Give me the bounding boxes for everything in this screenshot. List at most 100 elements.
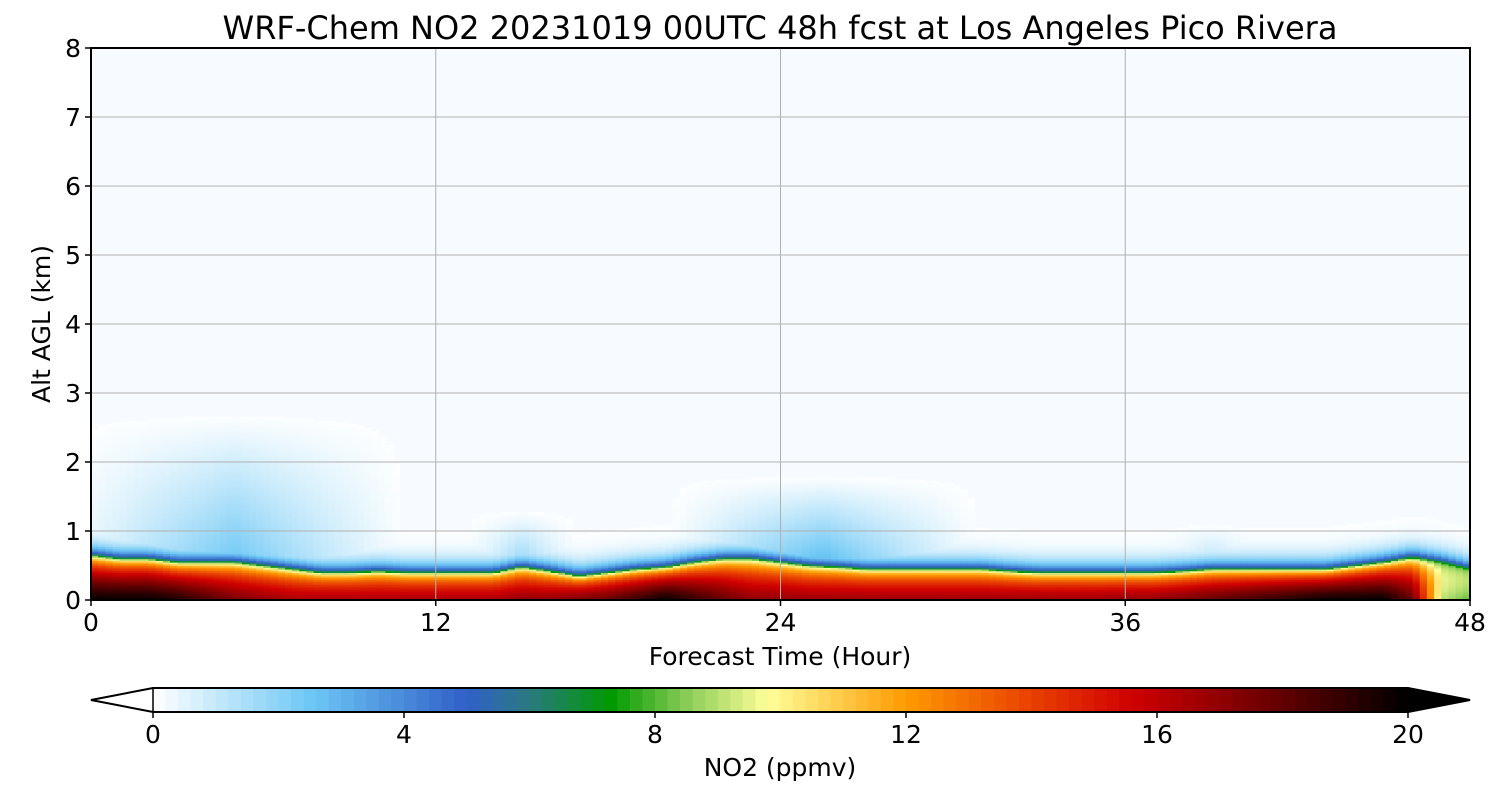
heatmap-cell: [119, 536, 128, 539]
heatmap-cell: [241, 593, 250, 596]
heatmap-cell: [342, 543, 351, 546]
heatmap-cell: [227, 532, 236, 536]
heatmap-cell: [177, 475, 185, 479]
heatmap-cell: [213, 486, 221, 489]
heatmap-cell: [170, 437, 178, 441]
heatmap-cell: [162, 448, 171, 451]
heatmap-cell: [306, 422, 315, 425]
heatmap-cell: [349, 424, 358, 427]
heatmap-cell: [148, 456, 157, 460]
heatmap-cell: [191, 587, 200, 591]
heatmap-cell: [155, 520, 164, 523]
heatmap-cell: [177, 446, 185, 449]
heatmap-cell: [414, 555, 422, 558]
heatmap-cell: [263, 527, 272, 530]
heatmap-cell: [464, 574, 473, 577]
heatmap-cell: [256, 534, 264, 537]
heatmap-cell: [299, 527, 308, 530]
heatmap-cell: [371, 563, 379, 567]
heatmap-cell: [126, 534, 135, 537]
heatmap-cell: [349, 510, 358, 513]
heatmap-cell: [342, 579, 351, 582]
heatmap-cell: [177, 503, 185, 506]
heatmap-cell: [220, 467, 229, 470]
heatmap-cell: [220, 574, 229, 577]
heatmap-cell: [162, 508, 171, 511]
heatmap-cell: [349, 544, 358, 548]
heatmap-cell: [205, 556, 214, 560]
heatmap-cell: [378, 593, 387, 596]
heatmap-cell: [198, 579, 207, 582]
heatmap-cell: [284, 568, 293, 572]
heatmap-cell: [284, 510, 293, 513]
heatmap-cell: [270, 498, 279, 501]
heatmap-cell: [213, 489, 221, 492]
heatmap-cell: [284, 524, 293, 527]
heatmap-cell: [292, 449, 300, 453]
heatmap-cell: [328, 512, 336, 515]
heatmap-cell: [256, 484, 264, 487]
heatmap-cell: [457, 531, 466, 534]
heatmap-cell: [91, 479, 99, 482]
heatmap-cell: [478, 529, 487, 532]
heatmap-cell: [328, 587, 336, 591]
heatmap-cell: [155, 505, 164, 508]
heatmap-cell: [277, 446, 286, 449]
heatmap-cell: [335, 581, 343, 584]
heatmap-cell: [284, 565, 293, 568]
heatmap-cell: [126, 453, 135, 456]
heatmap-cell: [371, 503, 379, 506]
heatmap-cell: [284, 556, 293, 560]
heatmap-cell: [356, 477, 365, 480]
heatmap-cell: [220, 513, 229, 517]
heatmap-cell: [263, 491, 272, 494]
heatmap-cell: [220, 529, 229, 532]
heatmap-cell: [263, 494, 272, 498]
heatmap-cell: [306, 448, 315, 451]
heatmap-cell: [478, 570, 487, 573]
heatmap-cell: [392, 556, 401, 560]
heatmap-cell: [249, 484, 257, 487]
heatmap-cell: [148, 546, 157, 549]
heatmap-cell: [249, 453, 257, 456]
heatmap-cell: [134, 449, 142, 453]
heatmap-cell: [471, 544, 480, 548]
heatmap-cell: [407, 548, 415, 551]
heatmap-cell: [177, 515, 185, 518]
heatmap-cell: [335, 568, 343, 572]
heatmap-cell: [126, 548, 135, 551]
heatmap-cell: [126, 527, 135, 530]
heatmap-cell: [119, 515, 128, 518]
heatmap-cell: [184, 417, 193, 420]
heatmap-cell: [349, 453, 358, 456]
heatmap-cell: [220, 581, 229, 584]
heatmap-cell: [213, 560, 221, 563]
heatmap-cell: [478, 525, 487, 529]
heatmap-cell: [457, 594, 466, 598]
heatmap-cell: [220, 501, 229, 505]
heatmap-cell: [234, 437, 243, 441]
heatmap-cell: [177, 536, 185, 539]
heatmap-cell: [177, 517, 185, 520]
heatmap-cell: [227, 584, 236, 587]
heatmap-cell: [126, 443, 135, 446]
heatmap-cell: [155, 541, 164, 544]
heatmap-cell: [105, 501, 114, 505]
heatmap-cell: [170, 429, 178, 432]
heatmap-cell: [428, 556, 437, 560]
heatmap-cell: [148, 436, 157, 439]
heatmap-cell: [205, 586, 214, 589]
heatmap-cell: [162, 555, 171, 558]
heatmap-cell: [227, 422, 236, 425]
heatmap-cell: [191, 434, 200, 437]
heatmap-cell: [98, 529, 106, 532]
heatmap-cell: [170, 475, 178, 479]
heatmap-cell: [320, 453, 329, 456]
heatmap-cell: [191, 482, 200, 486]
heatmap-cell: [241, 527, 250, 530]
heatmap-cell: [328, 436, 336, 439]
heatmap-cell: [213, 565, 221, 568]
heatmap-cell: [306, 556, 315, 560]
heatmap-cell: [320, 593, 329, 596]
heatmap-cell: [126, 472, 135, 475]
